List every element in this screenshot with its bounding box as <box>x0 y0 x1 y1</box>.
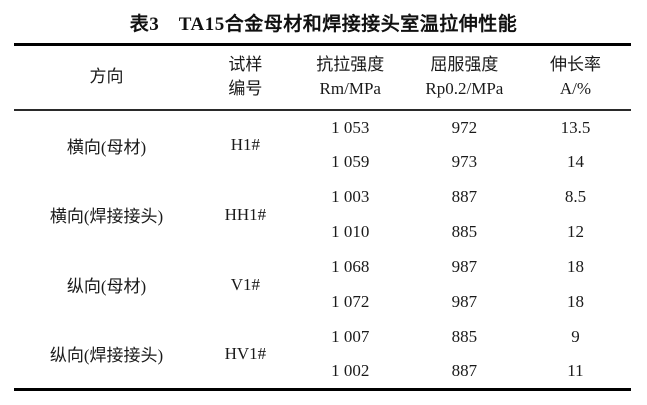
header-elongation: 伸长率 A/% <box>520 45 631 110</box>
sample-cell: V1# <box>230 274 260 294</box>
table-row: 横向(母材) H1# 1 053 972 13.5 <box>14 110 631 157</box>
table-body: 横向(母材) H1# 1 053 972 13.5 1 059 973 14 横… <box>14 110 631 390</box>
sample-cell: HV1# <box>224 343 267 363</box>
direction-cell: 横向(焊接接头) <box>49 207 164 226</box>
table-row: 1 002 887 11 <box>14 355 631 390</box>
rp-cell: 987 <box>451 257 478 276</box>
a-cell: 8.5 <box>564 187 587 206</box>
header-yield-strength: 屈服强度 Rp0.2/MPa <box>409 45 520 110</box>
header-sample: 试样 编号 <box>199 45 292 110</box>
header-elongation-line1: 伸长率 <box>549 55 601 75</box>
header-yield-line1: 屈服强度 <box>430 55 499 75</box>
table-row: 横向(焊接接头) HH1# 1 003 887 8.5 <box>14 180 631 226</box>
sample-cell: H1# <box>230 135 260 154</box>
table-row: 纵向(母材) V1# 1 068 987 18 <box>14 250 631 296</box>
header-tensile-strength: 抗拉强度 Rm/MPa <box>292 45 409 110</box>
a-cell: 11 <box>567 361 584 381</box>
rp-cell: 885 <box>451 222 478 241</box>
sample-cell: HH1# <box>224 204 267 224</box>
table-row: 1 010 885 12 <box>14 215 631 250</box>
table-row: 1 072 987 18 <box>14 285 631 320</box>
header-row: 方向 试样 编号 抗拉强度 Rm/MPa 屈服强度 Rp0.2/MPa 伸长率 … <box>14 45 631 110</box>
rp-cell: 972 <box>451 117 478 137</box>
header-sample-line1: 试样 <box>228 55 263 75</box>
a-cell: 9 <box>571 327 580 346</box>
header-tensile-line2: Rm/MPa <box>319 79 381 99</box>
header-elongation-line2: A/% <box>559 79 592 99</box>
direction-cell: 横向(母材) <box>66 137 147 157</box>
header-sample-line2: 编号 <box>228 79 263 99</box>
a-cell: 14 <box>566 152 584 171</box>
table-caption: 表3 TA15合金母材和焊接接头室温拉伸性能 <box>129 14 518 35</box>
rm-cell: 1 072 <box>331 292 370 311</box>
rm-cell: 1 059 <box>331 152 370 171</box>
rp-cell: 887 <box>451 361 478 381</box>
table-row: 纵向(焊接接头) HV1# 1 007 885 9 <box>14 320 631 365</box>
header-direction: 方向 <box>14 45 199 110</box>
a-cell: 12 <box>566 222 584 241</box>
header-tensile-line1: 抗拉强度 <box>316 55 385 75</box>
rm-cell: 1 007 <box>331 327 370 346</box>
table-row: 1 059 973 14 <box>14 145 631 180</box>
a-cell: 18 <box>566 257 584 276</box>
rp-cell: 973 <box>451 152 478 171</box>
rm-cell: 1 053 <box>331 117 370 137</box>
header-direction-label: 方向 <box>89 67 124 87</box>
rm-cell: 1 010 <box>331 222 370 241</box>
a-cell: 13.5 <box>560 117 591 137</box>
a-cell: 18 <box>566 292 584 311</box>
table-header: 方向 试样 编号 抗拉强度 Rm/MPa 屈服强度 Rp0.2/MPa 伸长率 … <box>14 45 631 110</box>
header-yield-line2: Rp0.2/MPa <box>425 79 504 99</box>
rp-cell: 887 <box>451 187 478 206</box>
rm-cell: 1 002 <box>331 361 370 381</box>
rm-cell: 1 068 <box>331 257 370 276</box>
rp-cell: 987 <box>451 292 478 311</box>
rm-cell: 1 003 <box>331 187 370 206</box>
direction-cell: 纵向(焊接接头) <box>49 346 164 366</box>
rp-cell: 885 <box>451 327 478 346</box>
direction-cell: 纵向(母材) <box>66 277 147 296</box>
tensile-properties-table: 方向 试样 编号 抗拉强度 Rm/MPa 屈服强度 Rp0.2/MPa 伸长率 … <box>14 43 631 391</box>
